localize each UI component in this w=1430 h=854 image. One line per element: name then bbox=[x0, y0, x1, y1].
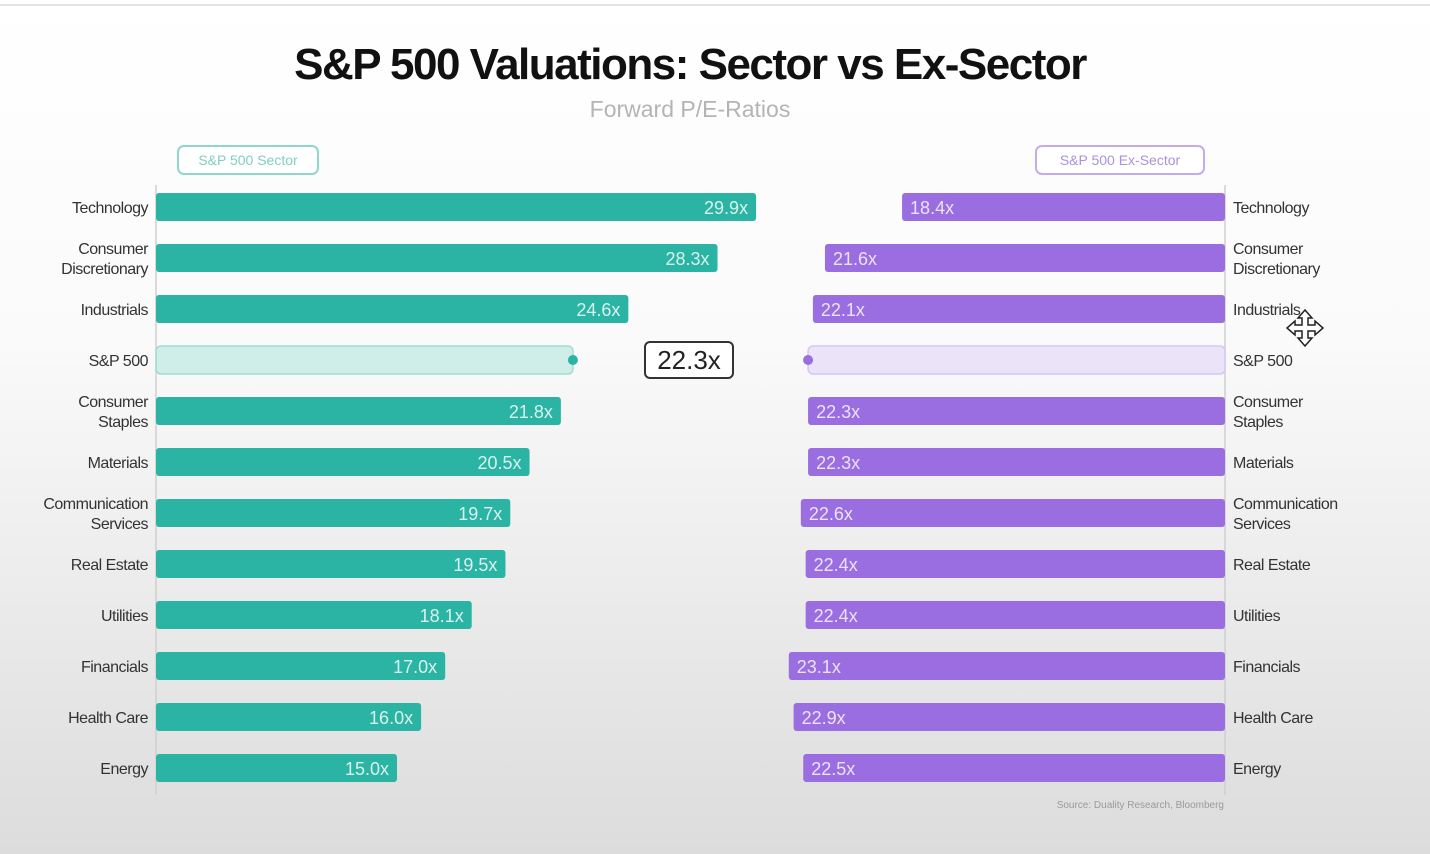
exsector-bar-sp500-marker bbox=[803, 355, 814, 365]
sector-bar bbox=[156, 550, 506, 578]
exsector-bar-value-label: 22.5x bbox=[811, 759, 855, 779]
category-label-left: Materials bbox=[88, 455, 149, 472]
category-label-right: Technology bbox=[1233, 200, 1309, 217]
exsector-bar bbox=[788, 652, 1225, 680]
sector-bar-value-label: 19.7x bbox=[458, 504, 502, 524]
sector-bar bbox=[156, 652, 446, 680]
category-label-right: Utilities bbox=[1233, 608, 1281, 625]
category-label-left: Communication bbox=[43, 496, 148, 513]
category-label-left: Financials bbox=[81, 659, 149, 676]
exsector-bar bbox=[793, 703, 1225, 731]
category-label-left: Health Care bbox=[68, 710, 148, 727]
category-label-right: Services bbox=[1233, 516, 1291, 533]
category-label-left: Industrials bbox=[81, 302, 149, 319]
category-label-right: Industrials bbox=[1233, 302, 1301, 319]
exsector-bar bbox=[808, 448, 1225, 476]
sector-bar bbox=[156, 448, 530, 476]
reference-value-box bbox=[644, 341, 734, 379]
source-note: Source: Duality Research, Bloomberg bbox=[1057, 800, 1224, 811]
legend-exsector-label: S&P 500 Ex-Sector bbox=[1060, 152, 1181, 168]
category-label-right: S&P 500 bbox=[1233, 353, 1293, 370]
sector-bar bbox=[156, 193, 757, 221]
legend-sector-box bbox=[177, 145, 319, 175]
category-label-left: Consumer bbox=[78, 394, 149, 411]
sector-bar-value-label: 16.0x bbox=[369, 708, 413, 728]
category-label-right: Energy bbox=[1233, 761, 1281, 778]
category-label-right: Consumer bbox=[1233, 394, 1304, 411]
exsector-bar-sp500 bbox=[807, 345, 1226, 375]
category-label-left: S&P 500 bbox=[89, 353, 149, 370]
category-label-left: Staples bbox=[98, 414, 148, 431]
chart-subtitle: Forward P/E-Ratios bbox=[589, 96, 791, 122]
chart-title: S&P 500 Valuations: Sector vs Ex-Sector bbox=[294, 40, 1087, 89]
sector-bar bbox=[156, 754, 397, 782]
sector-bar-value-label: 29.9x bbox=[704, 198, 748, 218]
category-label-right: Consumer bbox=[1233, 241, 1304, 258]
sector-bar-sp500 bbox=[155, 345, 574, 375]
legend-sector-label: S&P 500 Sector bbox=[198, 152, 298, 168]
sector-bar-value-label: 21.8x bbox=[509, 402, 553, 422]
category-label-right: Real Estate bbox=[1233, 557, 1311, 574]
exsector-bar-value-label: 22.3x bbox=[816, 453, 860, 473]
exsector-bar-value-label: 22.3x bbox=[816, 402, 860, 422]
sector-bar-value-label: 15.0x bbox=[345, 759, 389, 779]
sector-bar-value-label: 18.1x bbox=[420, 606, 464, 626]
category-label-right: Communication bbox=[1233, 496, 1338, 513]
sector-bar bbox=[156, 499, 511, 527]
exsector-bar bbox=[808, 397, 1225, 425]
sector-bar bbox=[156, 244, 718, 272]
exsector-bar-value-label: 22.4x bbox=[814, 555, 858, 575]
category-label-left: Services bbox=[91, 516, 149, 533]
exsector-bar bbox=[902, 193, 1225, 221]
legend-exsector-box bbox=[1035, 145, 1205, 175]
exsector-bar-value-label: 22.6x bbox=[809, 504, 853, 524]
sector-bar-sp500-marker bbox=[567, 355, 578, 365]
exsector-bar bbox=[824, 244, 1225, 272]
exsector-bar-value-label: 18.4x bbox=[910, 198, 954, 218]
exsector-bar-value-label: 22.9x bbox=[802, 708, 846, 728]
category-label-right: Materials bbox=[1233, 455, 1294, 472]
sector-bar bbox=[156, 703, 422, 731]
sector-bar-value-label: 28.3x bbox=[665, 249, 709, 269]
exsector-bar bbox=[800, 499, 1225, 527]
category-label-right: Financials bbox=[1233, 659, 1301, 676]
category-label-right: Health Care bbox=[1233, 710, 1313, 727]
exsector-bar-value-label: 22.1x bbox=[821, 300, 865, 320]
category-label-left: Consumer bbox=[78, 241, 149, 258]
sector-bar bbox=[156, 397, 561, 425]
top-divider bbox=[0, 4, 1430, 6]
category-label-left: Discretionary bbox=[61, 261, 148, 278]
sector-bar bbox=[156, 601, 472, 629]
exsector-bar-value-label: 21.6x bbox=[833, 249, 877, 269]
sector-bar-value-label: 24.6x bbox=[576, 300, 620, 320]
category-label-left: Technology bbox=[72, 200, 148, 217]
exsector-bar bbox=[805, 601, 1225, 629]
reference-value-label: 22.3x bbox=[657, 345, 721, 375]
category-label-left: Utilities bbox=[101, 608, 149, 625]
exsector-bar bbox=[812, 295, 1225, 323]
category-label-left: Real Estate bbox=[71, 557, 149, 574]
category-label-right: Discretionary bbox=[1233, 261, 1320, 278]
sector-bar bbox=[156, 295, 629, 323]
move-cursor-icon bbox=[1285, 308, 1325, 348]
exsector-bar-value-label: 23.1x bbox=[797, 657, 841, 677]
exsector-bar bbox=[805, 550, 1225, 578]
sector-bar-value-label: 19.5x bbox=[453, 555, 497, 575]
sector-bar-value-label: 20.5x bbox=[478, 453, 522, 473]
exsector-bar-value-label: 22.4x bbox=[814, 606, 858, 626]
category-label-right: Staples bbox=[1233, 414, 1283, 431]
category-label-left: Energy bbox=[100, 761, 148, 778]
exsector-bar bbox=[803, 754, 1225, 782]
sector-bar-value-label: 17.0x bbox=[393, 657, 437, 677]
